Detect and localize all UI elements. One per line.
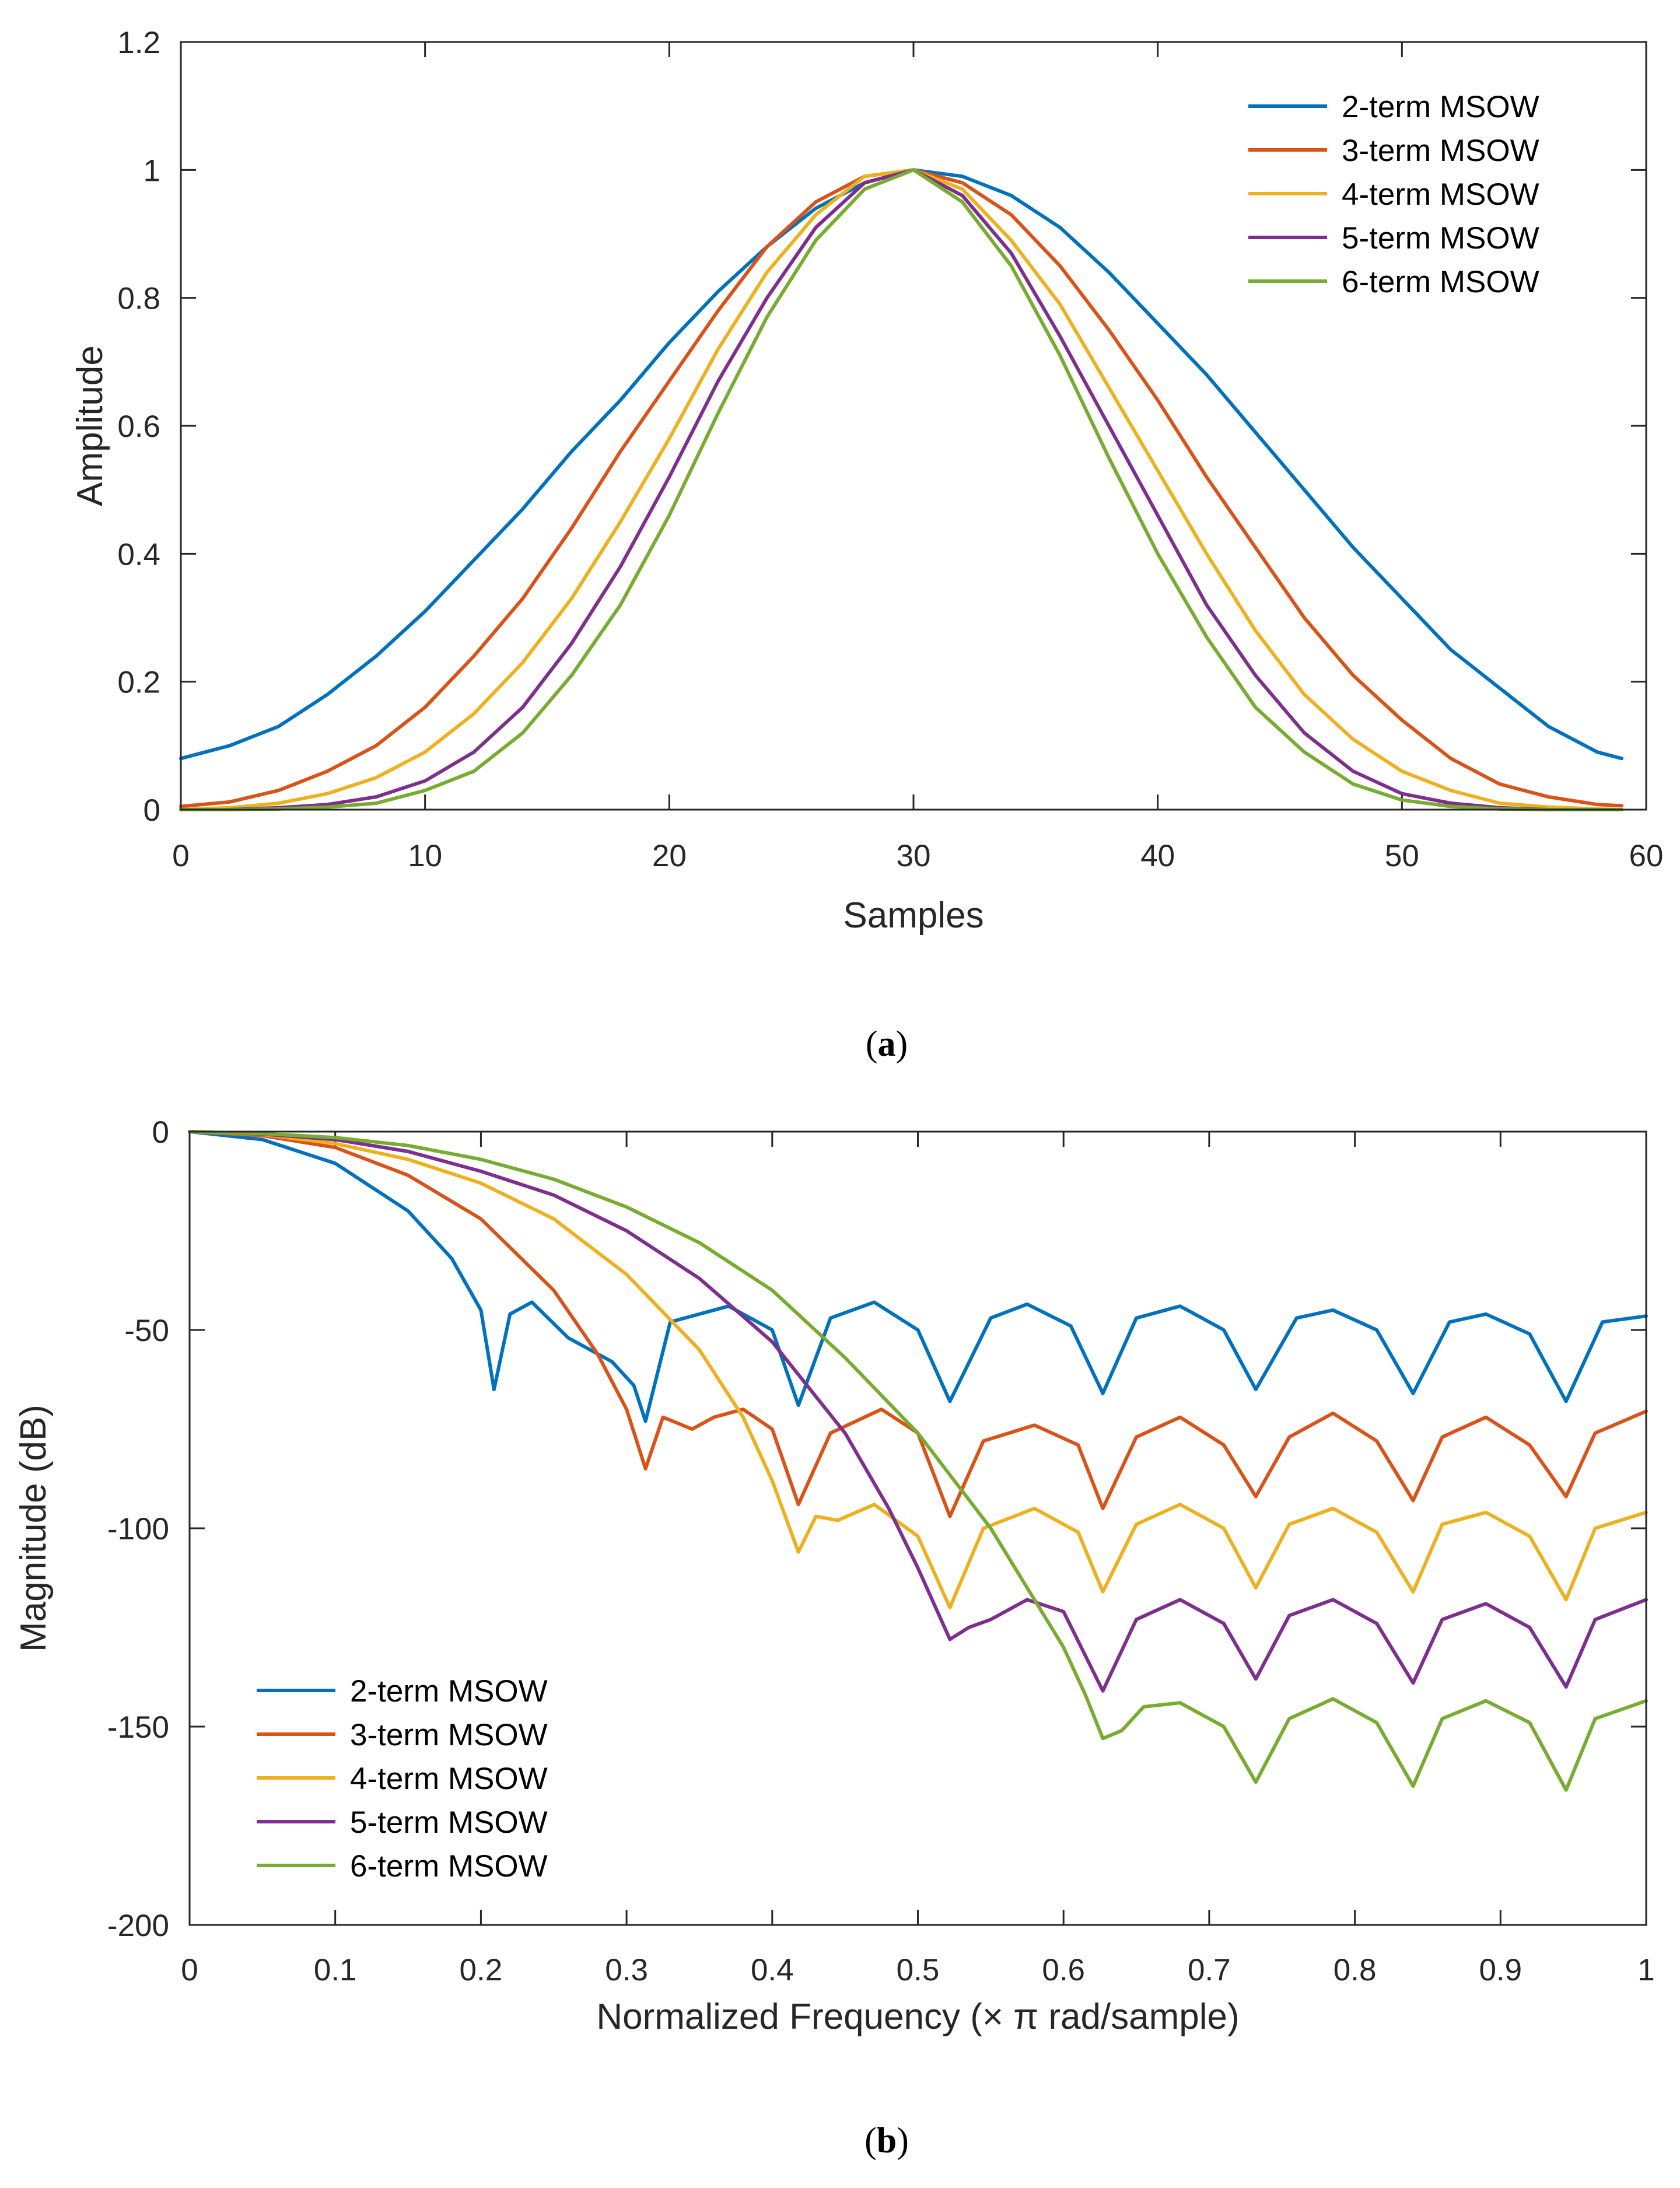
y-tick-label: 1: [144, 153, 160, 188]
legend-entry-label: 6-term MSOW: [350, 1849, 548, 1884]
panel-a-y-axis-label: Amplitude: [70, 345, 110, 506]
y-tick-label: -50: [124, 1314, 169, 1348]
legend-entry-label: 6-term MSOW: [1342, 265, 1539, 299]
y-tick-label: -150: [107, 1710, 169, 1745]
panel-a-caption-open: (: [866, 1024, 878, 1064]
legend-entry-label: 2-term MSOW: [1342, 90, 1539, 124]
panel-a-caption: (a): [866, 1024, 908, 1064]
series-line-6-term: [188, 1130, 1648, 1792]
series-line-3-term: [188, 1130, 1648, 1518]
x-tick-label: 0.4: [751, 1953, 794, 1987]
panel-a-chart: 0 10 20 30 40 50 60 00.20.40.60.811.2 Samples …: [70, 26, 1663, 1064]
y-tick-label: 0.4: [117, 537, 160, 572]
panel-a-caption-letter: a: [878, 1024, 896, 1064]
y-tick-label: 0.6: [117, 409, 160, 444]
x-tick-label: 0.3: [605, 1953, 648, 1987]
legend-entry-label: 5-term MSOW: [350, 1805, 548, 1840]
panel-b-series-group: [188, 1130, 1648, 1792]
x-tick-label: 0.8: [1334, 1953, 1377, 1987]
panel-b-caption: (b): [864, 2121, 909, 2161]
x-tick-label: 0.9: [1479, 1953, 1522, 1987]
panel-b-caption-close: ): [897, 2121, 909, 2161]
panel-b-legend: 2-term MSOW 3-term MSOW 4-term MSOW 5-term …: [257, 1674, 548, 1884]
panel-b-caption-letter: b: [877, 2121, 897, 2161]
panel-b-plot-frame: [188, 1130, 1647, 1926]
legend-entry-label: 4-term MSOW: [1342, 177, 1539, 212]
series-line-6-term: [179, 168, 1624, 811]
panel-a-x-axis-label: Samples: [843, 895, 984, 936]
panel-a-y-tick-labels: 0 0.2 0.4 0.6 0.8 1 1.2: [117, 26, 160, 828]
x-tick-label: 0.7: [1188, 1953, 1231, 1987]
x-tick-label: 10: [408, 839, 442, 873]
series-line-2-term: [188, 1130, 1648, 1423]
panel-a-x-tick-labels: 0 10 20 30 40 50 60: [172, 839, 1663, 873]
x-tick-label: 0.5: [897, 1953, 940, 1987]
legend-entry-label: 3-term MSOW: [1342, 134, 1539, 168]
panel-a-plot-frame: [180, 41, 1647, 811]
panel-b-chart: 0 0.1 0.2 0.3 0.4 0.5 0.6 0.7 0.8 0.9 1 -200 -150 -1…: [13, 1115, 1655, 2161]
x-tick-label: 50: [1385, 839, 1419, 873]
y-tick-label: 0: [152, 1115, 169, 1150]
panel-b-y-tick-labels: -200 -150 -100 -50 0: [107, 1115, 169, 1943]
y-tick-label: 0.2: [117, 666, 160, 700]
x-tick-label: 20: [652, 839, 687, 873]
series-line-5-term: [188, 1130, 1648, 1693]
panel-a-series-group: [179, 168, 1624, 811]
y-tick-label: 0: [144, 793, 160, 828]
legend-entry-label: 3-term MSOW: [350, 1718, 548, 1752]
y-tick-label: -100: [107, 1512, 169, 1546]
x-tick-label: 1: [1637, 1953, 1654, 1987]
panel-b-x-tick-labels: 0 0.1 0.2 0.3 0.4 0.5 0.6 0.7 0.8 0.9 1: [181, 1953, 1654, 1987]
x-tick-label: 30: [897, 839, 931, 873]
legend-entry-label: 2-term MSOW: [350, 1674, 548, 1709]
x-tick-label: 0: [172, 839, 189, 873]
panel-b-x-axis-label: Normalized Frequency (× π rad/sample): [596, 1997, 1239, 2037]
panel-b-caption-open: (: [864, 2121, 877, 2161]
panel-a-legend: 2-term MSOW 3-term MSOW 4-term MSOW 5-term …: [1248, 90, 1539, 299]
x-tick-label: 40: [1140, 839, 1175, 873]
panel-a-caption-close: ): [896, 1024, 908, 1064]
y-tick-label: -200: [107, 1909, 169, 1943]
x-tick-label: 0.2: [460, 1953, 503, 1987]
legend-entry-label: 5-term MSOW: [1342, 221, 1539, 255]
series-line-2-term: [179, 168, 1624, 761]
series-line-4-term: [188, 1130, 1648, 1609]
x-tick-label: 0.1: [314, 1953, 357, 1987]
panel-b-y-axis-label: Magnitude (dB): [13, 1405, 54, 1652]
legend-entry-label: 4-term MSOW: [350, 1762, 548, 1796]
x-tick-label: 60: [1629, 839, 1664, 873]
y-tick-label: 0.8: [117, 282, 160, 316]
x-tick-label: 0.6: [1042, 1953, 1085, 1987]
x-tick-label: 0: [181, 1953, 198, 1987]
y-tick-label: 1.2: [117, 26, 160, 60]
